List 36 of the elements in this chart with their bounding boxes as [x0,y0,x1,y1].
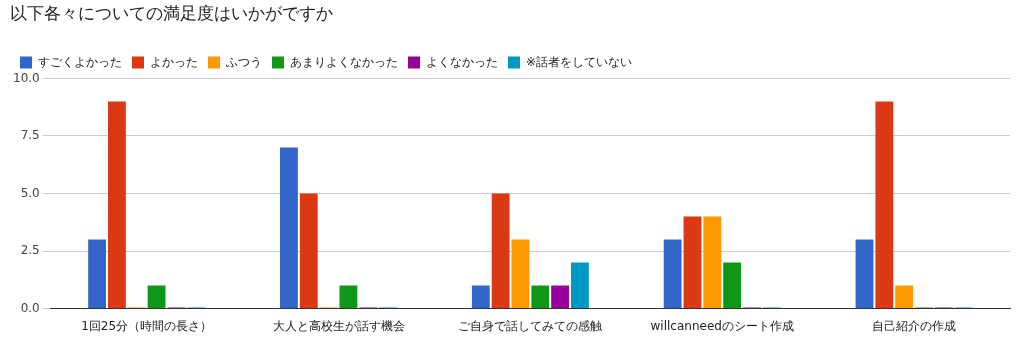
bar [511,239,530,309]
legend-label: よくなかった [426,54,498,69]
bar [895,285,914,309]
bar [683,216,702,309]
x-tick-label: 自己紹介の作成 [872,318,957,333]
legend-label: ふつう [225,54,262,69]
bar [723,262,742,309]
y-tick-label: 10.0 [13,70,40,85]
bar [491,193,510,309]
x-tick-label: 1回25分（時間の長さ） [81,318,213,333]
x-tick-label: ご自身で話してみての感触 [458,318,603,333]
legend-label: あまりよくなかった [290,54,398,69]
x-tick-label: 大人と高校生が話す機会 [272,318,405,333]
bar [299,193,318,309]
y-tick-label: 0.0 [20,300,40,315]
chart-title: 以下各々についての満足度はいかがですか [10,2,333,23]
x-tick-label: willcanneedのシート作成 [650,318,794,333]
y-tick-label: 5.0 [20,185,40,200]
legend-label: ※話者をしていない [526,54,633,69]
legend-label: よかった [150,54,198,69]
bar [147,285,166,309]
bar [339,285,358,309]
bar [663,239,682,309]
bar [875,101,894,309]
y-tick-label: 2.5 [20,243,40,258]
bar [88,239,107,309]
bar [703,216,722,309]
bar [855,239,874,309]
bar [107,101,126,309]
bar [551,285,570,309]
y-tick-label: 7.5 [20,128,40,143]
legend-label: すごくよかった [38,54,122,69]
bar [531,285,550,309]
bar [571,262,589,309]
bar [280,147,298,309]
bar [471,285,490,309]
